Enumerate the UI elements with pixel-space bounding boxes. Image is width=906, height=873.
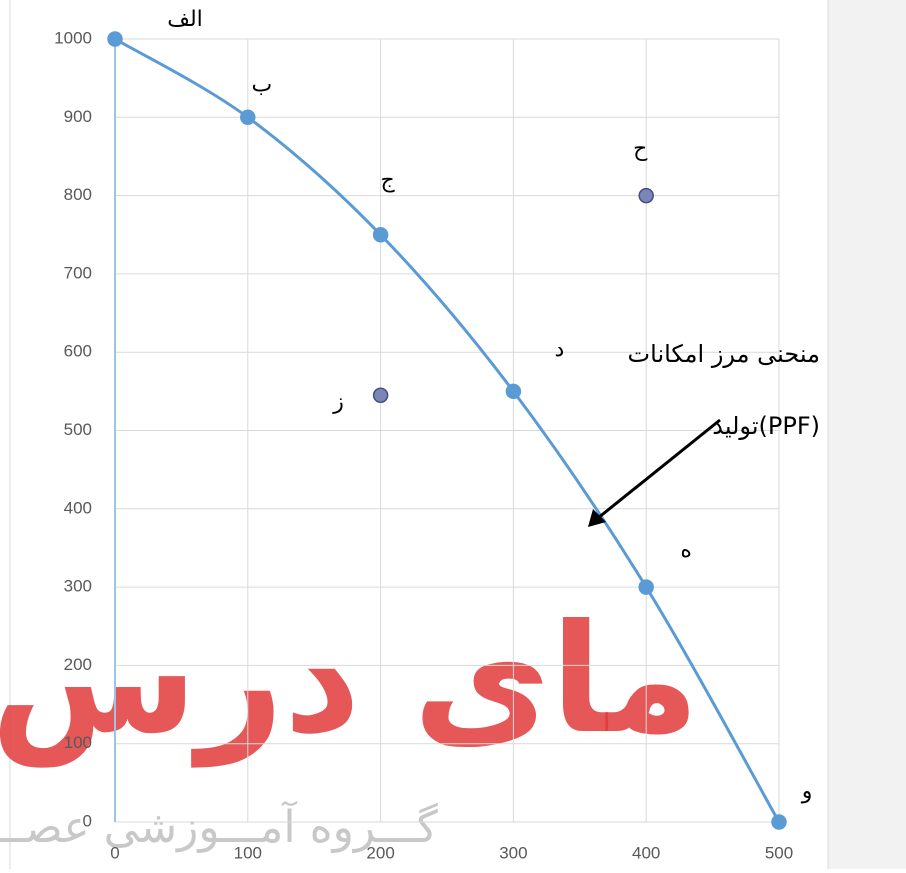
annotation: منحنی مرز امکانات [628, 340, 820, 368]
data-point [772, 815, 786, 829]
data-point [374, 388, 388, 402]
data-point [639, 189, 653, 203]
y-tick-label: 100 [64, 733, 92, 752]
data-point [108, 32, 122, 46]
annotation-arrow [598, 420, 720, 518]
y-tick-label: 900 [64, 107, 92, 126]
x-tick-label: 100 [234, 843, 262, 862]
point-label: ز [332, 389, 344, 414]
y-tick-label: 400 [64, 498, 92, 517]
point-label: ج [380, 168, 395, 193]
point-label: و [801, 779, 813, 804]
point-label: ح [633, 137, 648, 162]
chart: مای درس گـــروه آمـــوزشی عصـــر 0 100 200… [0, 0, 906, 869]
data-point [241, 110, 255, 124]
point-label: د [555, 337, 565, 362]
point-label: ب [251, 72, 272, 97]
y-tick-label: 200 [64, 655, 92, 674]
y-tick-label: 1000 [54, 28, 92, 47]
y-tick-label: 500 [64, 420, 92, 439]
y-tick-label: 300 [64, 577, 92, 596]
y-tick-label: 800 [64, 185, 92, 204]
x-tick-label: 400 [632, 843, 660, 862]
x-tick-label: 200 [366, 843, 394, 862]
annotation: تولید(PPF) [712, 412, 820, 440]
data-point [506, 384, 520, 398]
y-tick-label: 600 [64, 342, 92, 361]
x-tick-label: 300 [499, 843, 527, 862]
point-label: الف [167, 7, 203, 32]
data-point [639, 580, 653, 594]
y-tick-label: 700 [64, 263, 92, 282]
y-tick-label: 0 [83, 811, 92, 830]
watermark-text: مای درس [0, 593, 700, 768]
x-tick-label: 0 [110, 843, 119, 862]
x-tick-label: 500 [765, 843, 793, 862]
watermark: مای درس گـــروه آمـــوزشی عصـــر [0, 593, 700, 853]
side-panel [828, 0, 906, 869]
data-point [374, 228, 388, 242]
page: مای درس گـــروه آمـــوزشی عصـــر 0 100 200… [0, 0, 906, 869]
point-label: ه [680, 538, 692, 563]
